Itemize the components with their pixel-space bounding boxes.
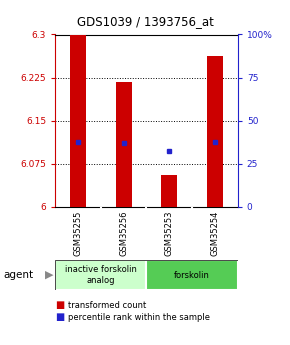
Text: agent: agent [3, 270, 33, 280]
Bar [55, 260, 146, 290]
Bar [70, 34, 86, 207]
Text: transformed count: transformed count [68, 301, 146, 310]
Text: percentile rank within the sample: percentile rank within the sample [68, 313, 210, 322]
Text: GDS1039 / 1393756_at: GDS1039 / 1393756_at [77, 16, 213, 29]
Text: inactive forskolin
analog: inactive forskolin analog [65, 265, 137, 285]
Text: GSM35253: GSM35253 [165, 211, 174, 256]
Text: GSM35255: GSM35255 [73, 211, 82, 256]
Bar [116, 82, 132, 207]
Text: ■: ■ [55, 313, 64, 322]
Bar [207, 56, 223, 207]
Text: GSM35256: GSM35256 [119, 211, 128, 256]
Text: GSM35254: GSM35254 [211, 211, 220, 256]
Text: ■: ■ [55, 300, 64, 310]
Bar [146, 260, 238, 290]
Text: ▶: ▶ [45, 270, 54, 280]
Text: forskolin: forskolin [174, 270, 210, 280]
Bar [161, 175, 177, 207]
